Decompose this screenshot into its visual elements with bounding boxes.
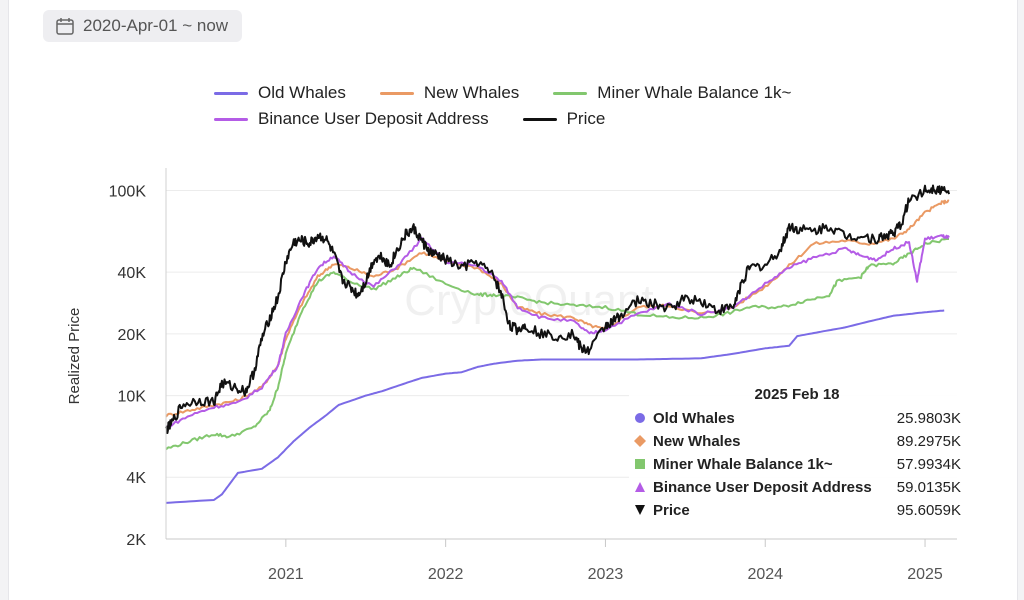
legend-swatch xyxy=(214,91,248,95)
y-tick-label: 20K xyxy=(118,327,147,344)
x-tick-label: 2024 xyxy=(747,566,783,583)
y-tick-label: 100K xyxy=(109,183,147,200)
x-tick-label: 2021 xyxy=(268,566,304,583)
legend-item-price[interactable]: Price xyxy=(522,109,606,129)
legend-label: Old Whales xyxy=(258,83,346,102)
tooltip-row-binance: Binance User Deposit Address 59.0135K xyxy=(633,477,961,497)
legend-item-old-whales[interactable]: Old Whales xyxy=(214,83,346,103)
triangle-down-marker-icon xyxy=(633,504,647,516)
tooltip-series-name: Miner Whale Balance 1k~ xyxy=(653,455,833,473)
x-tick-label: 2022 xyxy=(428,566,464,583)
tooltip-series-value: 57.9934K xyxy=(896,455,961,473)
axes: 2K 4K 10K 20K 40K 100K 2021 2022 2023 2024 2025 xyxy=(109,168,957,583)
legend-swatch xyxy=(522,117,557,121)
series-line-miner-whale-balance-1k xyxy=(165,238,949,451)
tooltip-series-name: Price xyxy=(653,501,690,519)
tooltip-row-new-whales: New Whales 89.2975K xyxy=(633,431,961,451)
tooltip-series-value: 95.6059K xyxy=(896,501,961,519)
diamond-marker-icon xyxy=(633,435,647,447)
series-line-old-whales xyxy=(165,309,945,504)
legend-swatch xyxy=(553,91,588,95)
y-tick-label: 10K xyxy=(118,389,147,406)
legend-swatch xyxy=(379,91,414,95)
legend-item-binance[interactable]: Binance User Deposit Address xyxy=(214,109,489,129)
triangle-up-marker-icon xyxy=(633,481,647,493)
series-line-binance-user-deposit-address xyxy=(165,234,950,428)
y-tick-label: 40K xyxy=(118,265,147,282)
legend-item-miner-whale[interactable]: Miner Whale Balance 1k~ xyxy=(553,83,791,103)
tooltip-series-value: 59.0135K xyxy=(896,478,961,496)
circle-marker-icon xyxy=(633,412,647,424)
date-range-label: 2020-Apr-01 ~ now xyxy=(83,16,229,35)
tooltip-row-miner-whale: Miner Whale Balance 1k~ 57.9934K xyxy=(633,454,961,474)
square-marker-icon xyxy=(633,458,647,470)
tooltip-series-value: 89.2975K xyxy=(896,432,961,450)
y-axis-title: Realized Price xyxy=(66,308,83,405)
y-tick-label: 4K xyxy=(126,470,146,487)
date-range-selector[interactable]: 2020-Apr-01 ~ now xyxy=(43,10,243,42)
legend-label: Price xyxy=(566,109,606,128)
x-tick-label: 2023 xyxy=(588,566,624,583)
series-lines xyxy=(165,184,950,504)
tooltip-series-value: 25.9803K xyxy=(896,409,961,427)
chart-card: 2020-Apr-01 ~ now Old Whales New Whales … xyxy=(8,0,1018,600)
calendar-icon xyxy=(55,16,75,36)
legend-label: Miner Whale Balance 1k~ xyxy=(597,83,792,102)
legend-item-new-whales[interactable]: New Whales xyxy=(379,83,520,103)
chart-legend: Old Whales New Whales Miner Whale Balanc… xyxy=(214,80,854,132)
y-tick-label: 2K xyxy=(126,532,146,549)
legend-label: New Whales xyxy=(423,83,520,102)
legend-label: Binance User Deposit Address xyxy=(258,109,489,128)
tooltip-series-name: Old Whales xyxy=(653,409,735,427)
series-line-price xyxy=(165,184,950,434)
x-tick-label: 2025 xyxy=(907,566,943,583)
tooltip-series-name: New Whales xyxy=(653,432,741,450)
tooltip-date: 2025 Feb 18 xyxy=(754,386,840,403)
tooltip-row-old-whales: Old Whales 25.9803K xyxy=(633,408,961,428)
legend-swatch xyxy=(214,117,248,121)
tooltip-row-price: Price 95.6059K xyxy=(633,500,961,520)
hover-tooltip: 2025 Feb 18 Old Whales 25.9803K New Whal… xyxy=(629,380,965,520)
tooltip-series-name: Binance User Deposit Address xyxy=(653,478,872,496)
